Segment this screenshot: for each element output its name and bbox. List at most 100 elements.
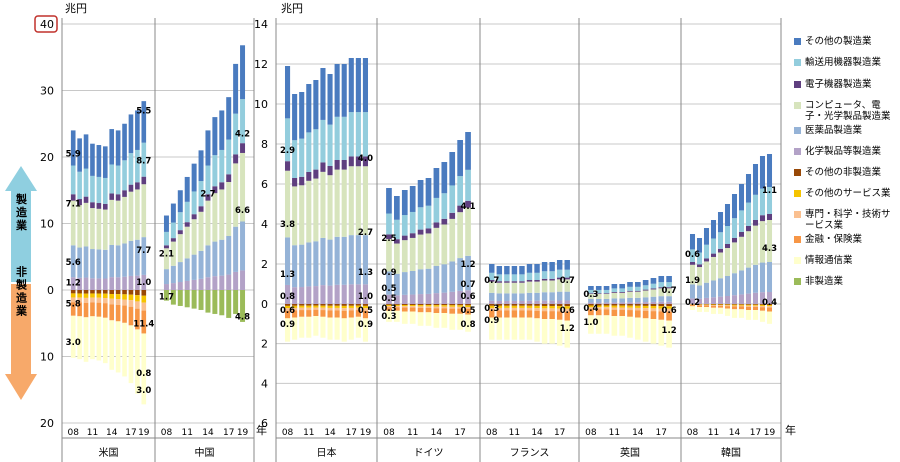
bar-segment <box>191 219 197 255</box>
data-label: 7.1 <box>66 200 81 210</box>
bar-segment <box>759 307 766 311</box>
bar-segment <box>441 305 448 307</box>
bar-segment <box>441 218 448 225</box>
bar-segment <box>348 317 354 340</box>
data-label: 0.8 <box>461 320 476 330</box>
bar-segment <box>441 308 448 314</box>
bar-segment <box>417 229 424 235</box>
bar-segment <box>401 240 408 273</box>
y-tick-label: 10 <box>40 218 54 231</box>
bar-segment <box>198 250 204 279</box>
bar-segment <box>457 313 463 330</box>
data-label: 1.2 <box>560 324 575 334</box>
bar-segment <box>386 213 392 235</box>
highlight-box <box>34 15 58 33</box>
bar-segment <box>541 311 548 320</box>
data-label: 2.7 <box>200 190 215 200</box>
bar-segment <box>102 317 108 364</box>
data-label: 8.7 <box>136 156 151 166</box>
bar-segment <box>394 219 400 240</box>
y-tick-label: 2 <box>261 338 268 351</box>
bar-segment <box>386 294 392 304</box>
bar-segment <box>284 118 291 162</box>
bar-segment <box>425 233 432 269</box>
bar-segment <box>425 205 432 229</box>
bar-segment <box>710 305 717 308</box>
bar-segment <box>135 308 140 330</box>
bar-segment <box>534 281 540 293</box>
bar-segment <box>549 305 555 309</box>
bar-segment <box>541 319 548 344</box>
data-label: 0.5 <box>461 306 476 316</box>
bar-segment <box>564 311 570 321</box>
bar-segment <box>619 302 625 304</box>
data-label: 7.7 <box>136 246 151 256</box>
legend-item: 輸送用機器製造業 <box>794 57 898 68</box>
year-tick-label: 19 <box>138 428 150 438</box>
bar-segment <box>109 298 115 305</box>
y-tick-label: 20 <box>40 151 54 164</box>
bar-segment <box>135 239 140 276</box>
bar-segment <box>752 306 759 311</box>
bar-segment <box>348 304 354 306</box>
bar-segment <box>135 182 140 190</box>
year-tick-label: 17 <box>346 428 357 438</box>
bar-segment <box>666 308 672 312</box>
bar-segment <box>611 292 618 299</box>
bar-segment <box>752 164 759 195</box>
bar-segment <box>417 269 424 295</box>
bar-segment <box>489 281 495 293</box>
legend-swatch <box>794 278 801 285</box>
bar-segment <box>83 302 89 318</box>
bar-segment <box>70 293 76 298</box>
bar-segment <box>489 300 495 304</box>
bar-segment <box>627 310 633 317</box>
bar-segment <box>556 279 563 292</box>
bar-segment <box>401 272 408 295</box>
bar-segment <box>595 315 602 334</box>
bar-segment <box>417 306 424 308</box>
bar-segment <box>198 181 204 207</box>
bar-segment <box>564 308 570 312</box>
bar-segment <box>504 281 510 283</box>
bar-segment <box>511 305 518 308</box>
y-tick-label: 6 <box>261 417 268 430</box>
bar-segment <box>603 293 610 294</box>
bar-segment <box>362 58 369 113</box>
bar-segment <box>292 94 298 141</box>
bar-segment <box>90 278 95 290</box>
bar-segment <box>635 307 641 311</box>
bar-segment <box>717 305 724 306</box>
bar-segment <box>496 317 503 340</box>
bar-segment <box>504 282 510 294</box>
bar-segment <box>83 297 89 303</box>
bar-segment <box>306 286 312 304</box>
bar-segment <box>327 305 333 308</box>
bar-segment <box>457 306 463 309</box>
bar-segment <box>745 305 752 307</box>
bar-segment <box>496 300 503 304</box>
bar-segment <box>334 310 340 318</box>
bar-segment <box>766 307 773 312</box>
legend-label: コンピュータ、電子・光学製品製造業 <box>805 100 891 122</box>
bar-segment <box>588 293 594 294</box>
bar-segment <box>635 286 641 291</box>
bar-segment <box>355 310 361 317</box>
bar-segment <box>284 161 291 171</box>
bar-segment <box>233 290 239 314</box>
bar-segment <box>292 307 298 311</box>
bar-segment <box>595 298 602 303</box>
bar-segment <box>348 58 354 113</box>
bar-segment <box>83 196 89 203</box>
bar-segment <box>696 264 703 268</box>
bar-segment <box>526 305 533 308</box>
bar-segment <box>90 249 95 279</box>
bar-segment <box>703 244 710 259</box>
bar-segment <box>603 309 610 316</box>
bar-segment <box>627 297 633 303</box>
bar-segment <box>650 289 657 297</box>
bar-segment <box>465 290 471 304</box>
bar-segment <box>696 238 703 253</box>
bar-segment <box>752 225 759 265</box>
bar-segment <box>102 298 108 304</box>
